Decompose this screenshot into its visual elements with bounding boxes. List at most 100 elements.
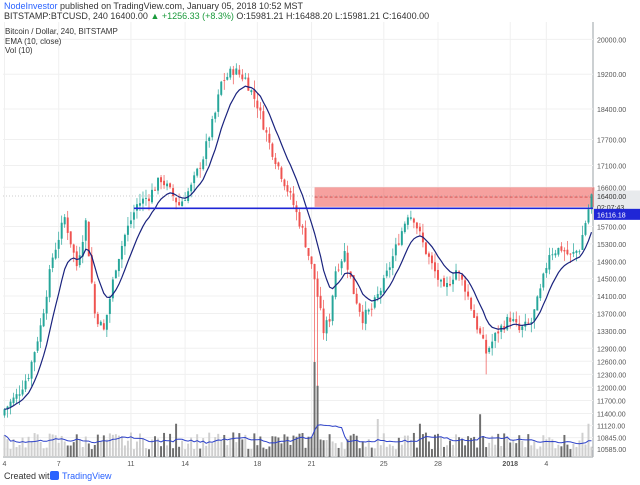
volume-bar <box>358 448 361 457</box>
candle-body <box>274 157 277 165</box>
x-tick-label: 4 <box>544 461 548 468</box>
volume-bar <box>446 445 448 457</box>
candle-body <box>283 179 286 187</box>
candle-body <box>382 277 385 293</box>
volume-bar <box>427 441 430 457</box>
candle-body <box>138 203 141 206</box>
candle-body <box>202 159 205 170</box>
candle-body <box>132 212 135 220</box>
candle-body <box>223 80 226 82</box>
candle-body <box>250 90 253 93</box>
tradingview-link[interactable]: TradingView <box>50 468 112 485</box>
volume-bar <box>403 435 406 457</box>
volume-bar <box>509 442 512 457</box>
price-chart[interactable]: 20000.00 19200.00 18400.00 17700.00 17100.00… <box>0 22 640 468</box>
volume-bar <box>163 432 166 457</box>
volume-bar <box>6 439 9 457</box>
candle-body <box>208 137 211 141</box>
publish-line: NodeInvestor published on TradingView.co… <box>4 1 303 12</box>
volume-bar <box>575 446 578 457</box>
volume-bar <box>440 436 442 457</box>
candle-body <box>497 331 500 334</box>
candle-body <box>506 316 509 330</box>
volume-bar <box>123 445 126 457</box>
volume-bar <box>268 446 271 457</box>
legend-item: EMA (10, close) <box>5 37 62 46</box>
volume-bar <box>545 439 548 457</box>
volume-bar <box>226 445 229 457</box>
candle-body <box>394 244 397 256</box>
x-tick-label: 21 <box>308 461 316 468</box>
volume-group <box>3 362 593 457</box>
volume-bar <box>560 446 563 457</box>
created-with-text: Created with <box>4 471 55 481</box>
candle-body <box>388 267 391 270</box>
candle-body <box>75 251 78 267</box>
volume-bar <box>557 444 560 457</box>
candle-body <box>66 217 69 233</box>
candle-body <box>72 244 75 253</box>
volume-bar <box>542 435 545 457</box>
candle-body <box>253 89 256 99</box>
candle-body <box>412 218 415 223</box>
countdown-tag-bg <box>594 201 640 213</box>
volume-bar <box>114 434 117 457</box>
volume-bar <box>193 449 196 457</box>
candle-body <box>129 220 132 225</box>
legend-item: Vol (10) <box>5 46 33 55</box>
volume-bar <box>467 436 470 457</box>
volume-bar <box>184 449 187 457</box>
candle-body <box>87 221 90 257</box>
author-link[interactable]: NodeInvestor <box>4 1 58 11</box>
candle-body <box>325 320 328 334</box>
volume-bar <box>78 439 81 457</box>
y-tick-label: 19200.00 <box>597 72 626 79</box>
volume-bar <box>69 445 72 457</box>
volume-bar <box>334 443 337 457</box>
candle-body <box>51 257 54 268</box>
y-tick-label: 15300.00 <box>597 242 626 249</box>
y-tick-label: 18400.00 <box>597 107 626 114</box>
candle-body <box>57 239 60 249</box>
volume-bar <box>57 442 60 457</box>
volume-bar <box>211 443 214 457</box>
candle-body <box>563 249 566 252</box>
volume-bar <box>400 444 403 457</box>
volume-bar <box>289 444 292 457</box>
candle-body <box>319 295 322 309</box>
candle-body <box>536 296 539 311</box>
candle-body <box>157 177 160 191</box>
y-tick-label: 12600.00 <box>597 359 626 366</box>
volume-bar <box>569 449 572 457</box>
volume-bar <box>430 449 433 457</box>
volume-bar <box>132 449 135 457</box>
volume-bar <box>313 362 316 457</box>
volume-bar <box>235 442 238 457</box>
candle-body <box>163 180 166 186</box>
candle-body <box>346 252 349 270</box>
candle-body <box>331 295 334 322</box>
volume-bar <box>271 436 274 457</box>
candle-body <box>175 197 178 203</box>
volume-bar <box>322 440 325 457</box>
tradingview-logo-icon <box>50 471 59 480</box>
y-tick-label: 13300.00 <box>597 329 626 336</box>
candle-body <box>400 231 403 245</box>
candle-body <box>575 250 578 253</box>
volume-bar <box>166 445 169 457</box>
y-tick-label: 11120.00 <box>597 424 625 431</box>
candle-body <box>322 308 325 334</box>
volume-bar <box>316 385 319 457</box>
volume-bar <box>120 436 123 457</box>
candle-body <box>352 275 355 295</box>
candle-body <box>105 314 108 330</box>
volume-bar <box>382 433 385 457</box>
candle-body <box>123 234 126 247</box>
symbol: BITSTAMP:BTCUSD, 240 <box>4 11 108 21</box>
candle-body <box>355 293 358 304</box>
candle-body <box>418 226 421 232</box>
candle-body <box>277 162 280 167</box>
y-tick-label: 12300.00 <box>597 372 626 379</box>
candle-body <box>467 291 470 297</box>
candle-body <box>135 204 138 211</box>
